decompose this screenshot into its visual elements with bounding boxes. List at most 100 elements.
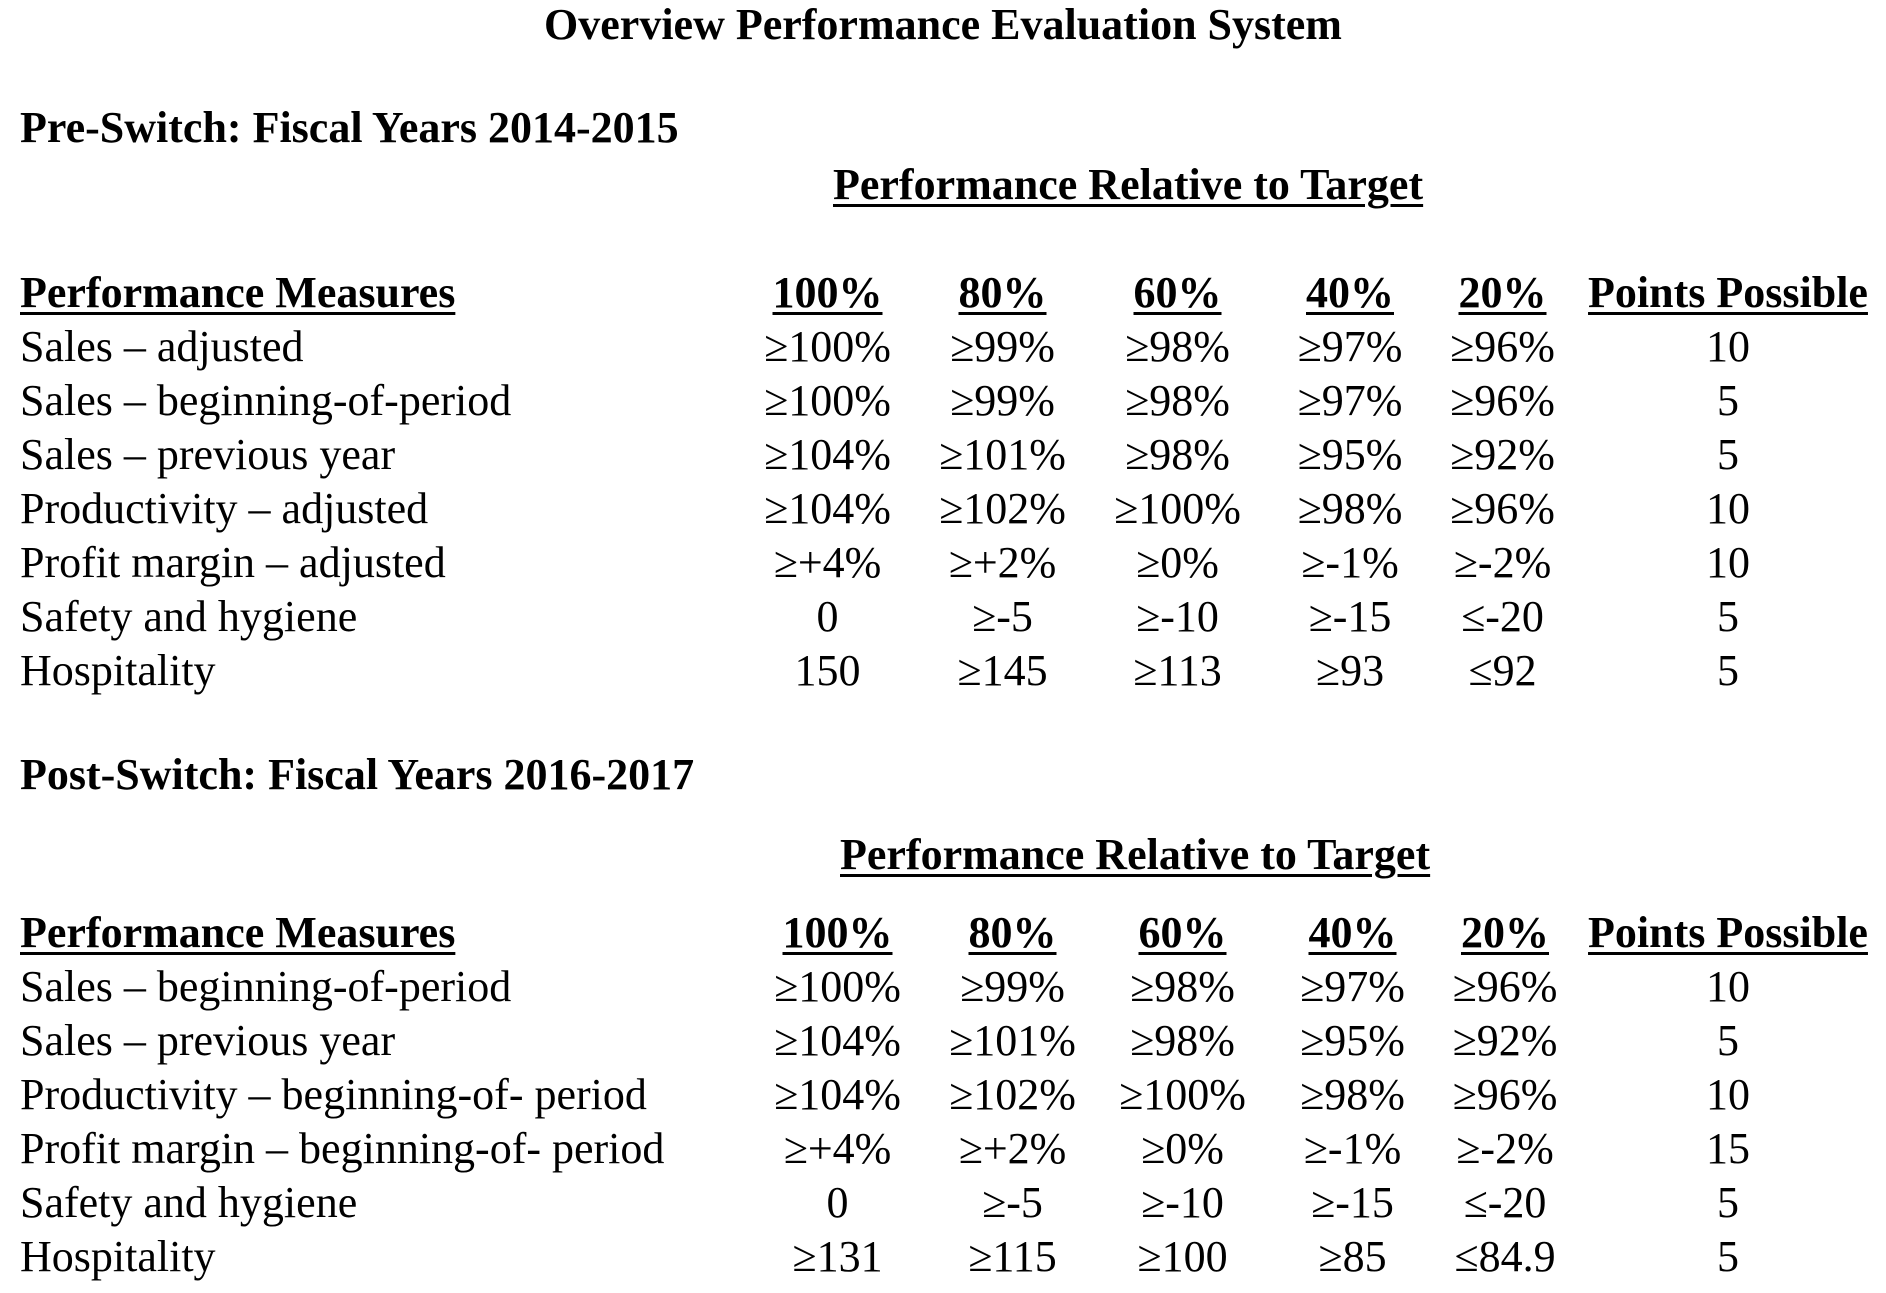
threshold-20-cell: ≥92% (1452, 1016, 1558, 1065)
table-row: Productivity – adjusted ≥104% ≥102% ≥100… (20, 482, 1886, 536)
header-80-percent: 80% (958, 268, 1047, 317)
threshold-60-cell: ≥113 (1133, 646, 1222, 695)
section-heading-post-switch: Post-Switch: Fiscal Years 2016-2017 (20, 750, 695, 799)
threshold-60-cell: ≥98% (1125, 376, 1230, 425)
header-40-percent: 40% (1306, 268, 1394, 317)
threshold-60-cell: ≥100% (1114, 484, 1241, 533)
threshold-80-cell: ≥102% (939, 484, 1066, 533)
points-cell: 5 (1717, 592, 1739, 641)
threshold-100-cell: ≥100% (774, 962, 901, 1011)
measure-cell: Productivity – adjusted (20, 484, 429, 533)
threshold-100-cell: ≥131 (792, 1232, 883, 1281)
header-100-percent: 100% (772, 268, 883, 317)
table-row: Sales – previous year ≥104% ≥101% ≥98% ≥… (20, 428, 1886, 482)
measure-cell: Hospitality (20, 646, 216, 695)
table-header-row: Performance Measures 100% 80% 60% 40% 20… (20, 906, 1886, 960)
measure-cell: Sales – beginning-of-period (20, 962, 512, 1011)
table-header-row: Performance Measures 100% 80% 60% 40% 20… (20, 266, 1886, 320)
threshold-40-cell: ≥95% (1297, 430, 1403, 479)
threshold-20-cell: ≥96% (1450, 484, 1555, 533)
threshold-60-cell: ≥-10 (1136, 592, 1219, 641)
threshold-60-cell: ≥98% (1130, 962, 1235, 1011)
threshold-40-cell: ≥97% (1297, 322, 1403, 371)
group-heading-pre-switch: Performance Relative to Target (833, 160, 1424, 209)
header-60-percent: 60% (1133, 268, 1222, 317)
threshold-80-cell: ≥99% (960, 962, 1065, 1011)
measure-cell: Productivity – beginning-of- period (20, 1070, 647, 1119)
threshold-60-cell: ≥98% (1125, 430, 1230, 479)
points-cell: 10 (1706, 322, 1750, 371)
threshold-20-cell: ≥96% (1450, 376, 1555, 425)
points-cell: 10 (1706, 538, 1750, 587)
threshold-40-cell: ≥95% (1300, 1016, 1405, 1065)
threshold-100-cell: 0 (816, 592, 839, 641)
threshold-100-cell: ≥104% (774, 1016, 901, 1065)
threshold-80-cell: ≥99% (950, 322, 1055, 371)
header-points-possible: Points Possible (1588, 908, 1868, 957)
threshold-80-cell: ≥145 (957, 646, 1048, 695)
measure-cell: Sales – previous year (20, 430, 396, 479)
threshold-80-cell: ≥+2% (948, 538, 1057, 587)
measure-cell: Safety and hygiene (20, 1178, 358, 1227)
threshold-20-cell: ≥-2% (1453, 538, 1552, 587)
table-row: Profit margin – beginning-of- period ≥+4… (20, 1122, 1886, 1176)
group-heading-post-switch: Performance Relative to Target (840, 830, 1431, 879)
measure-cell: Profit margin – beginning-of- period (20, 1124, 665, 1173)
threshold-40-cell: ≥93 (1315, 646, 1385, 695)
threshold-20-cell: ≥-2% (1456, 1124, 1554, 1173)
threshold-100-cell: 150 (794, 646, 861, 695)
threshold-100-cell: ≥+4% (773, 538, 882, 587)
points-cell: 5 (1717, 646, 1739, 695)
points-cell: 5 (1717, 1016, 1739, 1065)
header-performance-measures: Performance Measures (20, 268, 456, 317)
threshold-60-cell: ≥98% (1125, 322, 1230, 371)
threshold-60-cell: ≥0% (1141, 1124, 1224, 1173)
measure-cell: Safety and hygiene (20, 592, 358, 641)
points-cell: 15 (1706, 1124, 1750, 1173)
page-title: Overview Performance Evaluation System (544, 0, 1342, 49)
measure-cell: Hospitality (20, 1232, 216, 1281)
table-row: Sales – adjusted ≥100% ≥99% ≥98% ≥97% ≥9… (20, 320, 1886, 374)
points-cell: 5 (1717, 1232, 1739, 1281)
threshold-20-cell: ≥96% (1452, 962, 1558, 1011)
threshold-100-cell: ≥100% (764, 376, 891, 425)
threshold-100-cell: ≥100% (764, 322, 891, 371)
header-points-possible: Points Possible (1588, 268, 1868, 317)
threshold-40-cell: ≥-1% (1303, 1124, 1402, 1173)
points-cell: 10 (1706, 484, 1750, 533)
measure-cell: Sales – beginning-of-period (20, 376, 512, 425)
threshold-40-cell: ≥85 (1318, 1232, 1387, 1281)
measure-cell: Sales – previous year (20, 1016, 396, 1065)
threshold-100-cell: 0 (826, 1178, 849, 1227)
pre-switch-table: Performance Measures 100% 80% 60% 40% 20… (20, 266, 1886, 698)
threshold-80-cell: ≥101% (949, 1016, 1076, 1065)
threshold-40-cell: ≥98% (1300, 1070, 1405, 1119)
points-cell: 10 (1706, 962, 1750, 1011)
threshold-40-cell: ≥-15 (1311, 1178, 1394, 1227)
threshold-20-cell: ≤-20 (1461, 592, 1544, 641)
threshold-100-cell: ≥+4% (783, 1124, 892, 1173)
threshold-20-cell: ≤-20 (1463, 1178, 1547, 1227)
table-row: Productivity – beginning-of- period ≥104… (20, 1068, 1886, 1122)
header-80-percent: 80% (968, 908, 1057, 957)
points-cell: 5 (1717, 376, 1739, 425)
table-row: Safety and hygiene 0 ≥-5 ≥-10 ≥-15 ≤-20 … (20, 1176, 1886, 1230)
threshold-80-cell: ≥115 (968, 1232, 1057, 1281)
post-switch-table: Performance Measures 100% 80% 60% 40% 20… (20, 906, 1886, 1284)
table-row: Sales – previous year ≥104% ≥101% ≥98% ≥… (20, 1014, 1886, 1068)
points-cell: 10 (1706, 1070, 1750, 1119)
table-row: Hospitality ≥131 ≥115 ≥100 ≥85 ≤84.9 5 (20, 1230, 1886, 1284)
threshold-60-cell: ≥100% (1119, 1070, 1246, 1119)
points-cell: 5 (1717, 430, 1739, 479)
threshold-20-cell: ≥92% (1450, 430, 1555, 479)
threshold-100-cell: ≥104% (774, 1070, 901, 1119)
threshold-40-cell: ≥98% (1297, 484, 1403, 533)
header-20-percent: 20% (1461, 908, 1549, 957)
header-60-percent: 60% (1138, 908, 1227, 957)
threshold-80-cell: ≥-5 (982, 1178, 1043, 1227)
threshold-60-cell: ≥0% (1136, 538, 1219, 587)
threshold-80-cell: ≥102% (949, 1070, 1076, 1119)
threshold-80-cell: ≥-5 (972, 592, 1033, 641)
table-row: Sales – beginning-of-period ≥100% ≥99% ≥… (20, 960, 1886, 1014)
